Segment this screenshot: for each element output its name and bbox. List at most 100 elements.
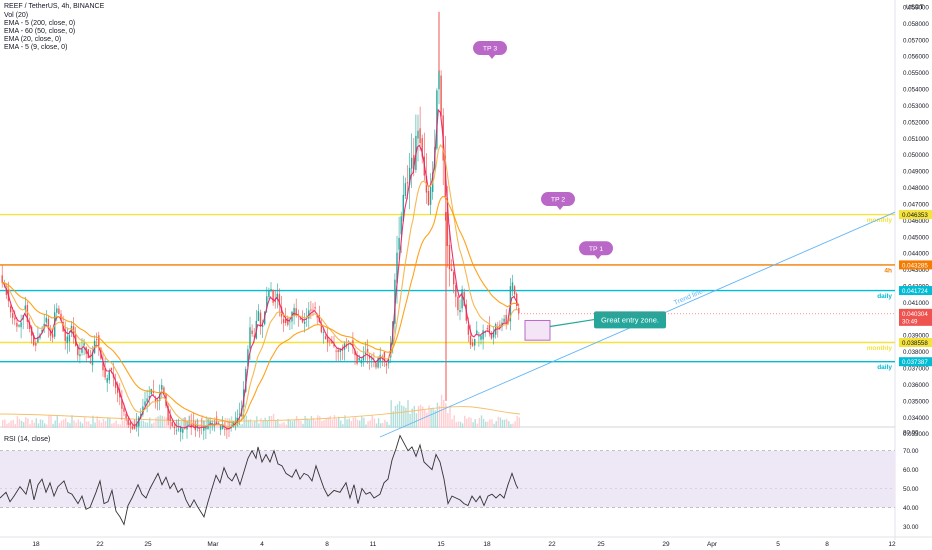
volume-bar — [428, 405, 430, 428]
candle-body — [329, 340, 331, 342]
volume-bar — [50, 415, 52, 428]
volume-bar — [382, 422, 384, 428]
price-tick-label: 0.054000 — [903, 87, 929, 94]
level-price-badge — [899, 337, 932, 347]
volume-ma-line — [0, 406, 521, 422]
target-bubble — [541, 192, 575, 207]
candle-body — [375, 363, 377, 368]
volume-bar — [113, 422, 115, 428]
volume-bar — [67, 422, 69, 428]
volume-bar — [176, 421, 178, 428]
volume-bar — [363, 417, 365, 428]
volume-bar — [98, 420, 100, 428]
volume-bar — [149, 417, 151, 428]
volume-bar — [100, 422, 103, 428]
candle-body — [383, 351, 386, 362]
indicator-vol-label: Vol (20) — [4, 12, 29, 19]
volume-bar — [369, 420, 371, 428]
volume-bar — [144, 422, 147, 428]
candle-body — [79, 354, 81, 357]
price-countdown: 30:49 — [902, 318, 918, 325]
price-tick-label: 0.047000 — [903, 201, 929, 208]
volume-bar — [344, 415, 346, 428]
current-price-label: 0.040304 — [902, 311, 928, 318]
candle-body — [154, 398, 157, 401]
candle-body — [301, 318, 304, 323]
candle-body — [175, 430, 178, 432]
volume-bar — [392, 411, 394, 428]
volume-bar — [289, 420, 292, 428]
candle-body — [173, 426, 176, 429]
ema-line — [1, 108, 519, 430]
candle-body — [322, 331, 325, 333]
candle-body — [45, 317, 47, 323]
price-tick-label: 0.041000 — [903, 300, 929, 307]
candle-body — [148, 396, 150, 398]
volume-bar — [73, 420, 75, 428]
volume-bar — [31, 420, 33, 428]
volume-bar — [201, 415, 203, 428]
volume-bar — [258, 423, 260, 428]
volume-bar — [426, 412, 428, 428]
rsi-label: RSI (14, close) — [4, 436, 51, 443]
candle-body — [222, 424, 224, 429]
candle-body — [511, 282, 514, 291]
price-tick-label: 0.039000 — [903, 333, 929, 340]
price-tick-label: 0.036000 — [903, 382, 929, 389]
volume-bar — [356, 419, 359, 428]
target-label: TP 2 — [551, 197, 565, 204]
candle-body — [268, 290, 270, 297]
volume-bar — [52, 423, 54, 428]
candle-body — [400, 216, 402, 235]
volume-bar — [287, 418, 289, 428]
candle-body — [480, 335, 482, 340]
candle-body — [360, 360, 362, 364]
volume-bar — [470, 417, 472, 428]
volume-bar — [48, 415, 50, 428]
volume-bar — [264, 417, 266, 428]
time-tick-label: Mar — [207, 541, 219, 548]
volume-bar — [182, 418, 184, 428]
candle-body — [171, 422, 173, 426]
candle-body — [287, 318, 289, 325]
volume-bar — [266, 420, 268, 428]
candle-body — [81, 348, 83, 353]
candle-body — [1, 275, 3, 283]
volume-bar — [81, 423, 84, 428]
volume-bar — [329, 415, 331, 428]
volume-bar — [352, 417, 355, 428]
candle-body — [333, 344, 335, 347]
volume-bar — [115, 420, 117, 428]
volume-bar — [4, 419, 6, 428]
volume-bar — [121, 420, 124, 428]
candle-body — [238, 413, 241, 415]
volume-bar — [396, 404, 399, 428]
volume-bar — [401, 405, 403, 428]
candle-body — [293, 307, 295, 317]
volume-bar — [503, 419, 506, 428]
candle-body — [396, 252, 398, 284]
volume-bar — [69, 423, 71, 428]
volume-bar — [125, 418, 128, 428]
candle-body — [209, 422, 211, 425]
candle-body — [26, 305, 29, 322]
candle-body — [299, 318, 302, 320]
volume-bar — [422, 406, 424, 428]
price-tick-label: 0.055000 — [903, 70, 929, 77]
rsi-tick-label: 40.00 — [903, 505, 919, 512]
volume-bar — [285, 424, 287, 428]
candle-body — [417, 130, 419, 139]
candle-body — [490, 333, 493, 339]
time-tick-label: 5 — [776, 541, 780, 548]
candle-body — [192, 423, 194, 426]
volume-bar — [359, 420, 361, 428]
volume-bar — [104, 420, 107, 428]
volume-bar — [447, 413, 449, 428]
volume-bar — [203, 420, 205, 428]
time-tick-label: 22 — [548, 541, 556, 548]
volume-bar — [451, 419, 453, 428]
volume-bar — [338, 416, 340, 428]
candle-body — [354, 350, 356, 356]
volume-bar — [394, 405, 397, 428]
